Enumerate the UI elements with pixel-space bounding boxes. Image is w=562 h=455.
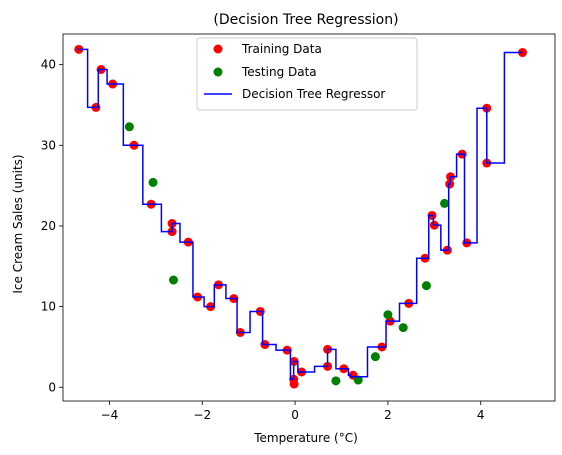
- legend-label-training: Training Data: [241, 42, 322, 56]
- training-point: [289, 379, 299, 389]
- testing-point: [331, 376, 341, 386]
- x-tick-label: 4: [477, 408, 485, 422]
- legend-marker-testing: [213, 67, 223, 77]
- x-tick-label: 0: [291, 408, 299, 422]
- legend-label-testing: Testing Data: [241, 65, 317, 79]
- axes-frame: [62, 33, 556, 402]
- testing-point: [168, 275, 178, 285]
- x-tick-label: 2: [384, 408, 392, 422]
- legend: Training Data Testing Data Decision Tree…: [196, 37, 418, 111]
- legend-box: [196, 37, 418, 111]
- regressor-line: [76, 48, 523, 380]
- testing-point: [353, 375, 363, 385]
- x-tick-label: −4: [101, 408, 119, 422]
- testing-point: [370, 352, 380, 362]
- testing-point: [124, 122, 134, 132]
- chart-title: (Decision Tree Regression): [213, 12, 398, 28]
- y-tick-label: 30: [41, 138, 56, 152]
- x-axis-label: Temperature (°C): [253, 431, 358, 445]
- testing-point: [421, 281, 431, 291]
- y-axis-label: Ice Cream Sales (units): [11, 154, 25, 293]
- y-tick-label: 40: [41, 58, 56, 72]
- testing-point: [148, 177, 158, 187]
- testing-point: [383, 310, 393, 320]
- legend-marker-training: [213, 44, 223, 54]
- x-tick-label: −2: [193, 408, 211, 422]
- y-tick-label: 10: [41, 300, 56, 314]
- testing-point: [398, 323, 408, 333]
- testing-point: [440, 198, 450, 208]
- y-tick-label: 0: [48, 380, 56, 394]
- legend-label-regressor: Decision Tree Regressor: [242, 87, 385, 101]
- y-tick-label: 20: [41, 219, 56, 233]
